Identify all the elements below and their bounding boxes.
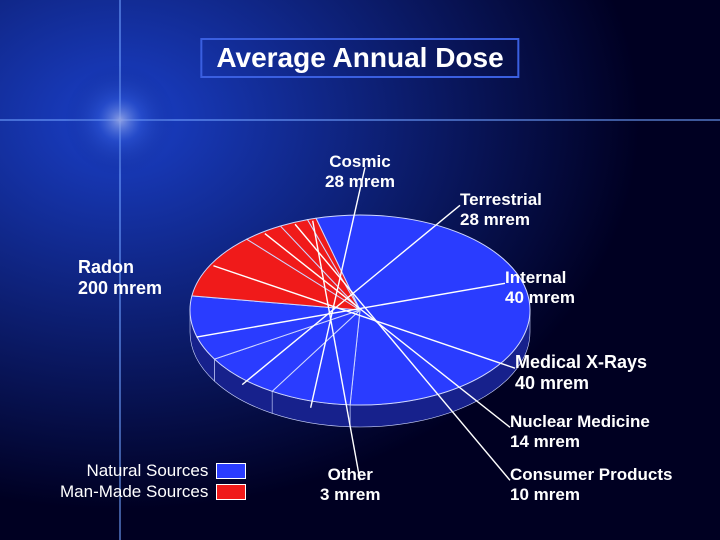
label-consumer-title: Consumer Products	[510, 465, 672, 484]
label-radon-value: 200 mrem	[78, 278, 162, 299]
label-internal-value: 40 mrem	[505, 288, 575, 308]
label-terr-value: 28 mrem	[460, 210, 542, 230]
label-terr: Terrestrial28 mrem	[460, 190, 542, 229]
slide-root: Average Annual Dose Radon200 mremCosmic2…	[0, 0, 720, 540]
legend-item-natural: Natural Sources	[60, 460, 246, 481]
label-radon: Radon200 mrem	[78, 257, 162, 298]
label-nucmed: Nuclear Medicine14 mrem	[510, 412, 650, 451]
legend-swatch-natural	[216, 463, 246, 479]
legend-swatch-manmade	[216, 484, 246, 500]
legend-item-manmade: Man-Made Sources	[60, 481, 246, 502]
label-terr-title: Terrestrial	[460, 190, 542, 209]
label-cosmic-title: Cosmic	[329, 152, 390, 171]
label-other-value: 3 mrem	[320, 485, 380, 505]
label-xray-title: Medical X-Rays	[515, 352, 647, 372]
label-internal: Internal40 mrem	[505, 268, 575, 307]
label-consumer-value: 10 mrem	[510, 485, 672, 505]
label-internal-title: Internal	[505, 268, 566, 287]
legend-label-natural: Natural Sources	[86, 460, 208, 481]
legend: Natural Sources Man-Made Sources	[60, 460, 246, 503]
label-cosmic-value: 28 mrem	[325, 172, 395, 192]
label-nucmed-title: Nuclear Medicine	[510, 412, 650, 431]
label-xray-value: 40 mrem	[515, 373, 647, 394]
label-other: Other3 mrem	[320, 465, 380, 504]
label-xray: Medical X-Rays40 mrem	[515, 352, 647, 393]
label-nucmed-value: 14 mrem	[510, 432, 650, 452]
label-consumer: Consumer Products10 mrem	[510, 465, 672, 504]
label-cosmic: Cosmic28 mrem	[325, 152, 395, 191]
legend-label-manmade: Man-Made Sources	[60, 481, 208, 502]
label-radon-title: Radon	[78, 257, 134, 277]
label-other-title: Other	[328, 465, 373, 484]
